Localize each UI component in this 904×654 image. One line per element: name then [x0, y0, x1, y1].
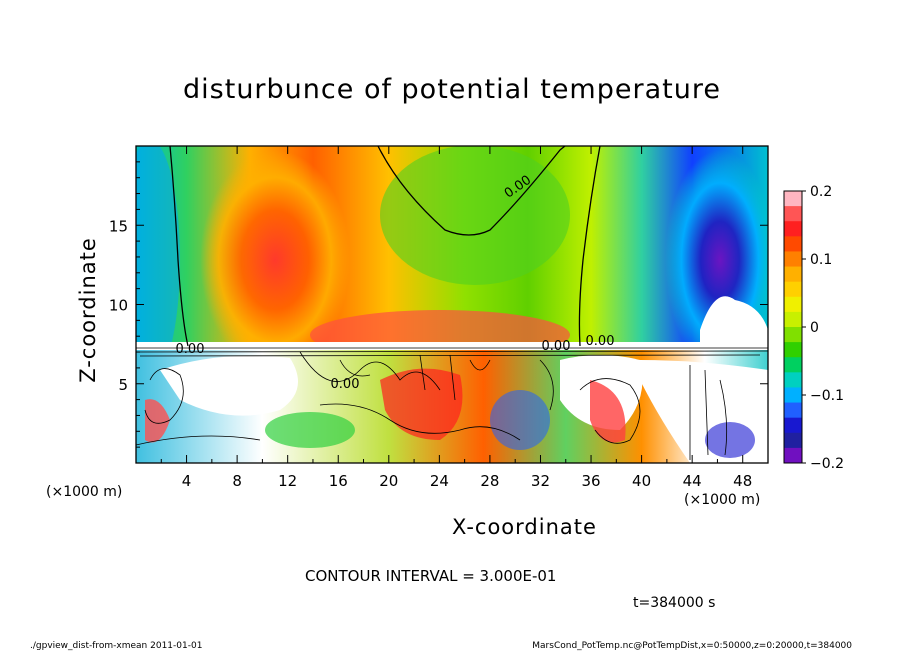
x-tick-label: 12: [278, 472, 297, 490]
x-tick-label: 48: [733, 472, 752, 490]
colorbar-swatch: [784, 221, 802, 237]
contour-label: 0.00: [542, 339, 571, 354]
colorbar-swatch: [784, 266, 802, 283]
contour-interval-text: CONTOUR INTERVAL = 3.000E-01: [305, 567, 557, 585]
colorbar-swatch: [784, 251, 802, 268]
colorbar-swatch: [784, 206, 802, 222]
x-axis-label: X-coordinate: [452, 515, 597, 539]
x-tick-label: 32: [531, 472, 550, 490]
colorbar-swatch: [784, 372, 802, 388]
colorbar: 0.2 0.1 0 −0.1 −0.2: [783, 184, 844, 472]
x-tick-label: 44: [683, 472, 702, 490]
chart-title: disturbunce of potential temperature: [183, 74, 721, 105]
x-unit-right: (×1000 m): [684, 492, 761, 508]
colorbar-swatch: [784, 417, 802, 434]
y-tick-label: 5: [118, 376, 128, 394]
x-tick-label: 16: [329, 472, 348, 490]
y-axis-ticks: 5 10 15: [109, 161, 768, 448]
colorbar-swatch: [784, 402, 802, 419]
x-tick-label: 20: [379, 472, 398, 490]
colorbar-swatch: [784, 327, 802, 343]
contour-label: 0.00: [586, 334, 615, 349]
colorbar-swatch: [784, 311, 802, 328]
colorbar-tick-label: 0: [810, 320, 819, 336]
colorbar-tick-label: 0.1: [810, 252, 832, 268]
y-axis-label: Z-coordinate: [76, 237, 100, 383]
colorbar-tick-label: 0.2: [810, 184, 832, 200]
y-tick-label: 10: [109, 297, 128, 315]
potential-temperature-field: [136, 146, 768, 463]
time-label: t=384000 s: [633, 595, 716, 611]
x-axis-ticks: 4 8 12 16 20 24 28 32 36 40 44 48: [160, 146, 752, 490]
x-tick-label: 36: [581, 472, 600, 490]
contour-label: 0.00: [176, 342, 205, 357]
colorbar-swatch: [784, 236, 802, 252]
x-tick-label: 4: [182, 472, 192, 490]
footer-right: MarsCond_PotTemp.nc@PotTempDist,x=0:5000…: [532, 641, 852, 651]
colorbar-swatch: [784, 191, 802, 207]
colorbar-swatch: [784, 387, 802, 404]
x-unit-left: (×1000 m): [46, 484, 123, 500]
y-tick-label: 15: [109, 217, 128, 235]
x-tick-label: 24: [430, 472, 449, 490]
x-tick-label: 8: [232, 472, 242, 490]
colorbar-tick-label: −0.1: [810, 388, 844, 404]
colorbar-swatch: [784, 281, 802, 298]
colorbar-swatch: [784, 342, 802, 358]
x-tick-label: 40: [632, 472, 651, 490]
footer-left: ./gpview_dist-from-xmean 2011-01-01: [30, 641, 203, 651]
colorbar-swatch: [784, 432, 802, 449]
contour-labels: 0.000.000.000.00 0.00: [176, 173, 615, 392]
x-tick-label: 28: [480, 472, 499, 490]
colorbar-tick-label: −0.2: [810, 456, 844, 472]
contour-label: 0.00: [331, 377, 360, 392]
colorbar-swatch: [784, 357, 802, 373]
colorbar-swatch: [784, 447, 802, 464]
colorbar-swatch: [784, 296, 802, 313]
